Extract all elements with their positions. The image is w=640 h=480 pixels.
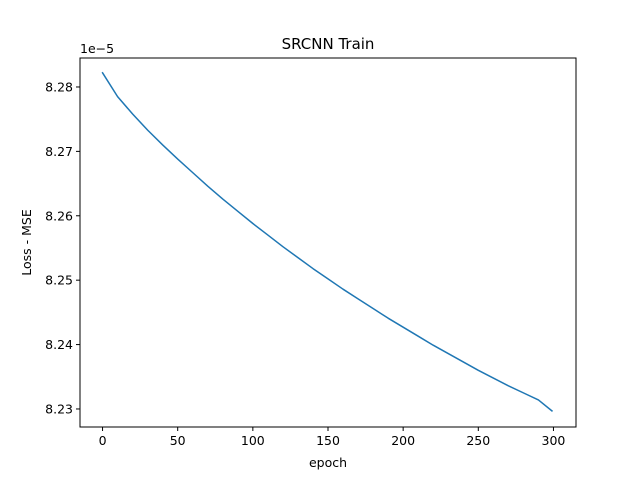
- y-axis-offset-label: 1e−5: [80, 41, 114, 56]
- y-tick-label: 8.24: [45, 337, 73, 352]
- y-tick-label: 8.27: [45, 144, 73, 159]
- y-tick-label: 8.26: [45, 208, 73, 223]
- x-tick-label: 0: [99, 433, 107, 448]
- x-tick-label: 50: [170, 433, 186, 448]
- x-tick-label: 250: [466, 433, 490, 448]
- x-tick-label: 150: [316, 433, 340, 448]
- y-axis-title: Loss - MSE: [19, 209, 34, 276]
- series-line-0: [101, 71, 554, 412]
- y-tick-label: 8.28: [45, 79, 73, 94]
- x-tick-label: 100: [241, 433, 265, 448]
- chart-title: SRCNN Train: [282, 35, 375, 53]
- plot-area: [101, 71, 554, 412]
- y-tick-label: 8.23: [45, 401, 73, 416]
- axes: 0 50 100 150 200 250 300 8.23 8.24 8.25 8.26 8.27 8.…: [45, 57, 577, 448]
- x-axis-title: epoch: [309, 455, 347, 470]
- x-tick-label: 200: [391, 433, 415, 448]
- y-tick-label: 8.25: [45, 273, 73, 288]
- x-tick-label: 300: [542, 433, 566, 448]
